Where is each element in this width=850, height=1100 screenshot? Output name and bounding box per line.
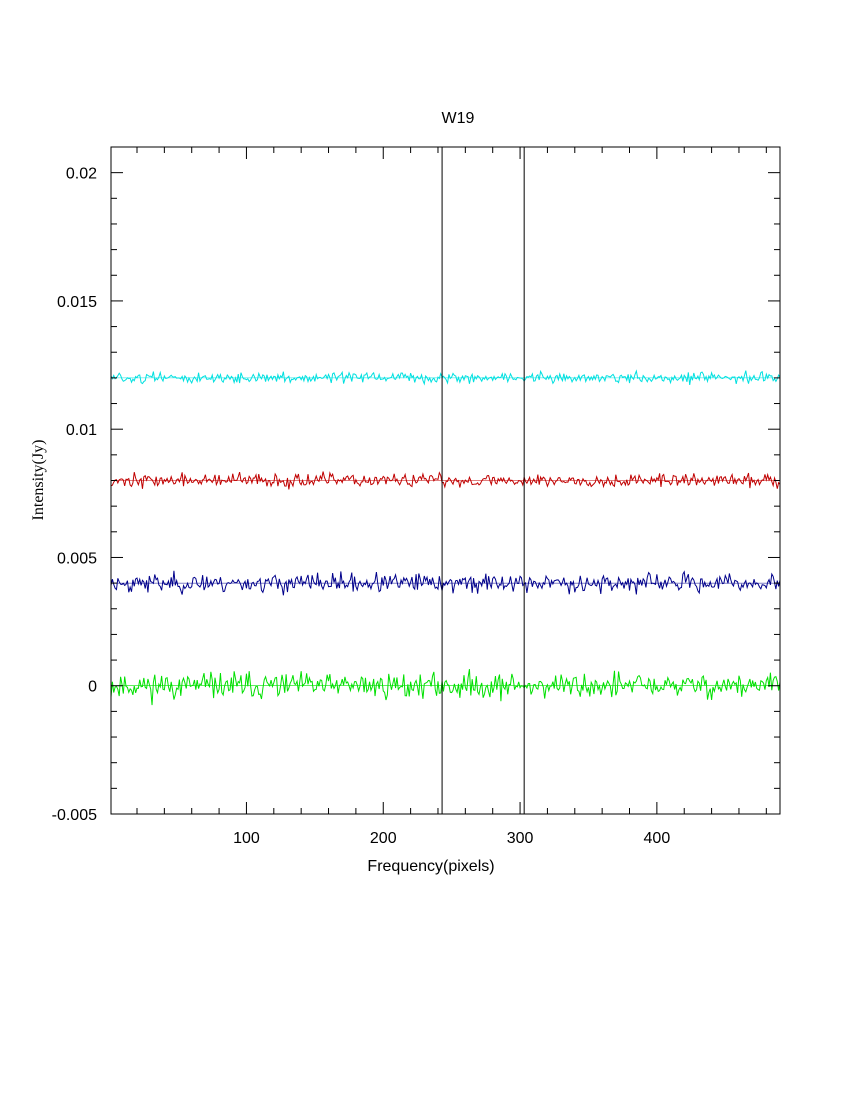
marker-layer: [441, 147, 525, 814]
series-line-4: [110, 369, 781, 386]
y-axis-label: Intensity(Jy): [30, 440, 47, 521]
tick-layer: -0.005 0 0.005 0.01 0.015 0.02 100 200 300 400: [52, 146, 780, 847]
y-tick-label: -0.005: [52, 807, 97, 824]
y-tick-label: 0.01: [66, 422, 97, 439]
chart-title: W19: [442, 110, 475, 127]
y-tick-label: 0: [88, 679, 97, 696]
series-layer: [110, 369, 781, 706]
x-tick-label: 100: [233, 830, 260, 847]
x-axis-label: Frequency(pixels): [367, 858, 494, 875]
x-tick-label: 300: [507, 830, 534, 847]
x-tick-label: 200: [370, 830, 397, 847]
x-tick-label: 400: [644, 830, 671, 847]
y-tick-label: 0.015: [57, 294, 97, 311]
y-tick-label: 0.02: [66, 166, 97, 183]
y-tick-label: 0.005: [57, 550, 97, 567]
series-line-1: [110, 669, 781, 706]
